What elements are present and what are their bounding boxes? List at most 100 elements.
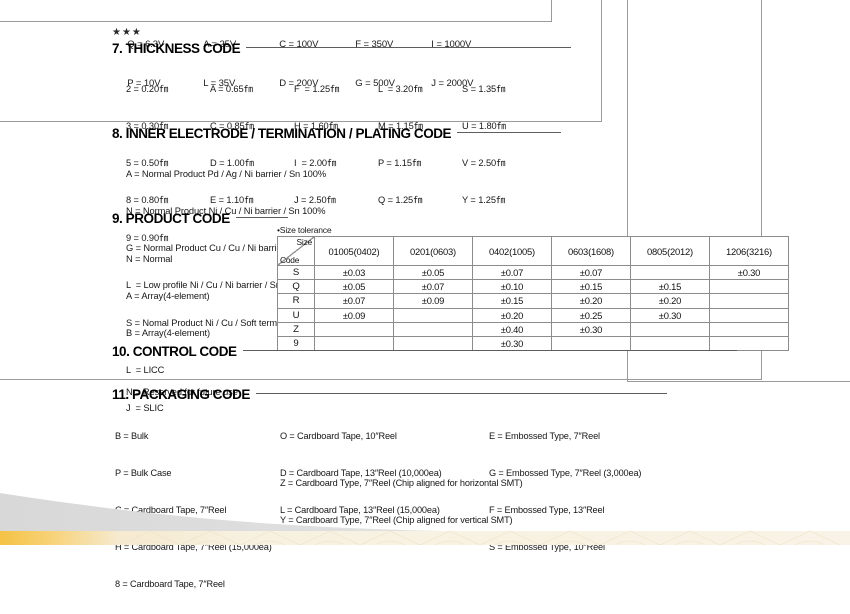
table-cell: ±0.20 — [630, 293, 710, 309]
code-line: 8 = Cardboard Tape, 7″Reel — [115, 578, 225, 589]
table-row: Q ±0.05 ±0.07 ±0.10 ±0.15 ±0.15 — [277, 279, 789, 295]
section-heading: 8. INNER ELECTRODE / TERMINATION / PLATI… — [112, 126, 850, 143]
size-tolerance-table: Size Code 01005(0402) 0201(0603) 0402(10… — [277, 236, 789, 352]
table-header-row: Size Code 01005(0402) 0201(0603) 0402(10… — [277, 236, 789, 266]
voltage-code-cell: P = 10V — [127, 78, 161, 89]
voltage-code-row: P = 10V L = 35V D = 200V G = 500V J = 2000V — [112, 64, 507, 89]
datasheet-page: Q = 6.3V A = 25V C = 100V F = 350V I = 1000V… — [0, 0, 850, 589]
heading-rule — [255, 393, 667, 395]
packaging-column-1: B = Bulk P = Bulk Case C = Cardboard Tap… — [115, 406, 272, 614]
table-cell — [393, 307, 473, 323]
table-cell: ±0.20 — [551, 293, 631, 309]
row-code: Q — [277, 279, 315, 295]
table-cell: ±0.30 — [709, 264, 789, 281]
packaging-code-columns: B = Bulk P = Bulk Case C = Cardboard Tap… — [0, 406, 850, 588]
table-cell: ±0.07 — [472, 264, 552, 281]
thickness-cell: 9 = 0.90㎙ — [126, 232, 169, 243]
code-line: B = Array(4-element) — [126, 328, 211, 339]
table-cell: ±0.15 — [472, 293, 552, 309]
table-cell: ±0.09 — [314, 307, 394, 323]
thickness-row: 9 = 0.90㎙ — [126, 232, 850, 244]
section-title: 7. THICKNESS CODE — [112, 41, 241, 56]
table-cell: ±0.10 — [472, 279, 552, 295]
thickness-row: 5 = 0.50㎙ D = 1.00㎙ I = 2.00㎙ P = 1.15㎙ V = … — [126, 157, 850, 169]
code-line: A = Normal Product Pd / Ag / Ni barrier … — [126, 168, 326, 179]
table-cell: ±0.40 — [472, 321, 552, 337]
table-cell — [709, 293, 789, 309]
voltage-code-cell: I = 1000V — [431, 39, 472, 50]
table-cell: ±0.30 — [630, 307, 710, 323]
section-title: 11. PACKAGING CODE — [112, 387, 250, 402]
section-heading: 7. THICKNESS CODE — [112, 41, 850, 58]
code-line: L = LICC — [126, 365, 165, 376]
section-control-code: 10. CONTROL CODE N = Reserved for future… — [0, 344, 850, 423]
thickness-cell: 5 = 0.50㎙ — [126, 158, 169, 169]
table-cell — [709, 279, 789, 295]
section-title: 9. PRODUCT CODE — [112, 211, 230, 226]
thickness-cell: F = 1.25㎙ — [294, 83, 340, 94]
table-cell: ±0.07 — [551, 264, 631, 281]
code-line: B = Bulk — [115, 431, 149, 442]
thickness-cell: P = 1.15㎙ — [378, 158, 422, 169]
table-row: 9 ±0.30 — [277, 335, 789, 352]
code-line: N = Reserved for future use — [126, 386, 238, 397]
thickness-code-entries: 2 = 0.20㎙ A = 0.65㎙ F = 1.25㎙ L = 3.20㎙ S = … — [126, 58, 850, 269]
heading-rule — [235, 217, 288, 219]
section-title: 8. INNER ELECTRODE / TERMINATION / PLATI… — [112, 126, 452, 141]
asterisk-marker: ★★★ — [112, 27, 142, 38]
heading-rule — [457, 132, 562, 134]
thickness-cell: I = 2.00㎙ — [294, 158, 337, 169]
table-cell: ±0.05 — [314, 279, 394, 295]
code-line: C = Cardboard Tape, 7″Reel — [115, 505, 227, 515]
table-row: R ±0.07 ±0.09 ±0.15 ±0.20 ±0.20 — [277, 293, 789, 309]
column-header: 0402(1005) — [472, 236, 552, 266]
row-code: 9 — [277, 335, 315, 352]
table-cell: ±0.07 — [314, 293, 394, 309]
thickness-cell: H = 1.60㎙ — [294, 121, 338, 132]
section-title: 10. CONTROL CODE — [112, 344, 237, 359]
corner-code-label: Code — [280, 255, 300, 265]
thickness-cell: C = 0.85㎙ — [210, 121, 254, 132]
voltage-code-list: Q = 6.3V A = 25V C = 100V F = 350V I = 1000V… — [112, 0, 507, 103]
code-line: J = SLIC — [126, 402, 164, 413]
row-code: Z — [277, 321, 315, 337]
table-row: U ±0.09 ±0.20 ±0.25 ±0.30 — [277, 307, 789, 323]
thickness-cell: Q = 1.25㎙ — [378, 195, 423, 206]
code-line: Y = Cardboard Type, 7″Reel (Chip aligned… — [280, 515, 513, 526]
table-cell: ±0.15 — [551, 279, 631, 295]
thickness-cell: 3 = 0.30㎙ — [126, 121, 169, 132]
row-code: S — [277, 264, 315, 281]
table-cell — [630, 264, 710, 281]
column-header: 0805(2012) — [630, 236, 710, 266]
code-line: H = Cardboard Tape, 7″Reel (15,000ea) — [115, 541, 272, 552]
voltage-code-cell: A = 25V — [203, 39, 237, 50]
thickness-cell: E = 1.10㎙ — [210, 195, 254, 206]
control-code-entries: N = Reserved for future use — [126, 361, 850, 423]
thickness-row: 3 = 0.30㎙ C = 0.85㎙ H = 1.60㎙ M = 1.15㎙ U = … — [126, 120, 850, 132]
table-cell: ±0.25 — [551, 307, 631, 323]
voltage-code-cell: D = 200V — [279, 78, 319, 89]
table-cell: ±0.03 — [314, 264, 394, 281]
table-cell: ±0.05 — [393, 264, 473, 281]
section-packaging-code: 11. PACKAGING CODE — [0, 387, 850, 404]
thickness-cell: V = 2.50㎙ — [462, 158, 506, 169]
table-cell — [709, 335, 789, 352]
corner-size-label: Size — [296, 237, 313, 248]
column-header: 1206(3216) — [709, 236, 789, 266]
thickness-cell: M = 1.15㎙ — [378, 121, 423, 132]
thickness-cell: A = 0.65㎙ — [210, 83, 253, 94]
code-line: N = Normal Product Ni / Cu / Ni barrier … — [126, 206, 326, 217]
table-cell — [393, 321, 473, 337]
packaging-column-extra: Z = Cardboard Type, 7″Reel (Chip aligned… — [280, 453, 523, 551]
thickness-cell: U = 1.80㎙ — [462, 121, 506, 132]
thickness-row: 2 = 0.20㎙ A = 0.65㎙ F = 1.25㎙ L = 3.20㎙ S = … — [126, 83, 850, 95]
heading-rule — [242, 350, 737, 352]
row-code: U — [277, 307, 315, 323]
voltage-code-cell: G = 500V — [355, 78, 395, 89]
table-cell — [314, 321, 394, 337]
table-cell: ±0.09 — [393, 293, 473, 309]
product-code-entries: N = Normal A = Array(4-element) B = Arra… — [126, 228, 850, 439]
voltage-code-row: Q = 6.3V A = 25V C = 100V F = 350V I = 1000V — [112, 25, 507, 50]
voltage-code-cell: Q = 6.3V — [127, 39, 165, 50]
section-product-code: 9. PRODUCT CODE N = Normal A = Array(4-e… — [0, 211, 850, 439]
